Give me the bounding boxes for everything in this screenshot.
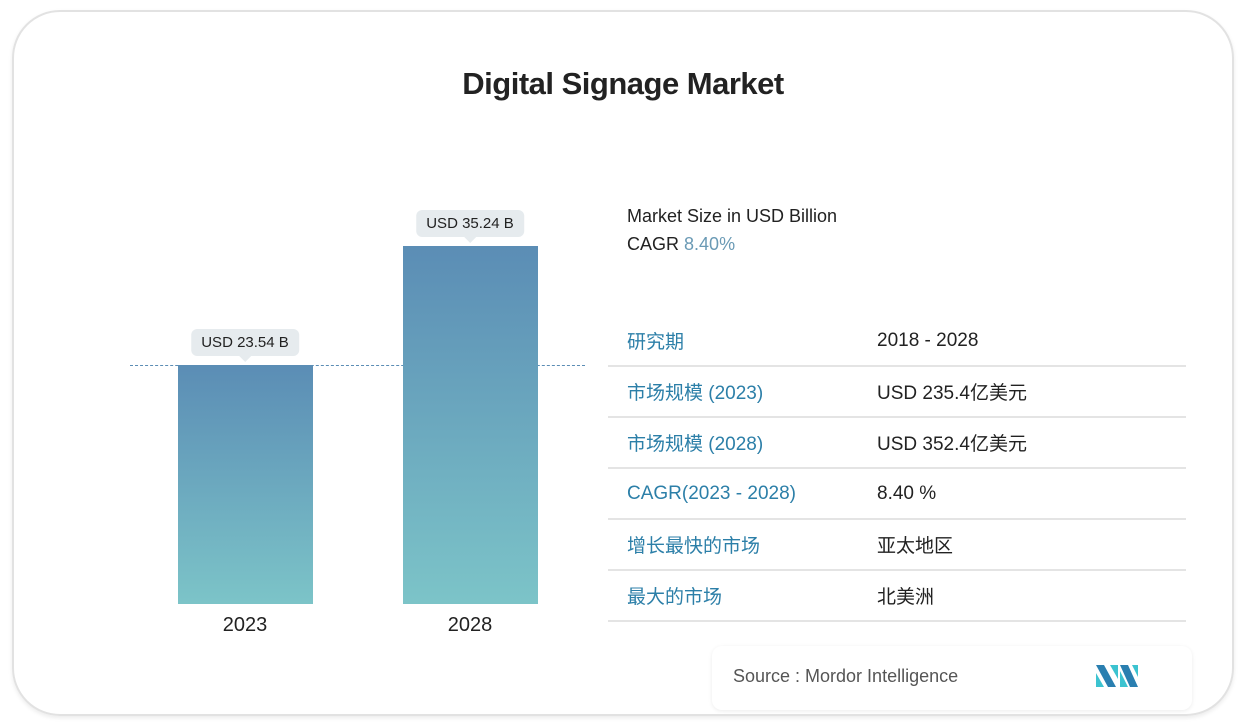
row-key: 增长最快的市场 <box>627 536 761 557</box>
market-table: 研究期 2018 - 2028 市场规模 (2023) USD 235.4亿美元 市… <box>608 316 1186 622</box>
row-value: 2018 - 2028 <box>877 329 979 351</box>
data-label: USD 35.24 B <box>416 210 524 243</box>
x-tick-label: 2028 <box>447 614 493 636</box>
chart-title: Digital Signage Market <box>462 66 784 101</box>
row-key: 最大的市场 <box>627 587 723 608</box>
cagr-label: CAGR <box>627 234 680 254</box>
row-value: 北美洲 <box>877 587 935 608</box>
bar-2023 <box>178 364 313 604</box>
table-row: 市场规模 (2023) USD 235.4亿美元 <box>608 367 1186 418</box>
row-key: 市场规模 (2028) <box>627 434 764 455</box>
mordor-logo-icon <box>1096 665 1138 687</box>
source-text: Source : Mordor Intelligence <box>733 666 959 686</box>
row-key: 市场规模 (2023) <box>627 383 764 404</box>
table-row: 增长最快的市场 亚太地区 <box>608 520 1186 571</box>
table-row: 市场规模 (2028) USD 352.4亿美元 <box>608 418 1186 469</box>
data-label: USD 23.54 B <box>191 328 299 362</box>
row-key: CAGR(2023 - 2028) <box>627 482 796 504</box>
row-value: USD 352.4亿美元 <box>877 434 1027 455</box>
cagr-value: 8.40% <box>684 234 736 254</box>
row-value: 8.40 % <box>877 482 937 504</box>
source-box: Source : Mordor Intelligence <box>712 646 1192 710</box>
x-tick-label: 2023 <box>222 614 268 636</box>
reference-dashed-line <box>130 364 585 366</box>
row-value: 亚太地区 <box>877 536 954 557</box>
row-value: USD 235.4亿美元 <box>877 383 1027 404</box>
table-row: 最大的市场 北美洲 <box>608 571 1186 622</box>
table-row: CAGR(2023 - 2028) 8.40 % <box>608 469 1186 520</box>
row-key: 研究期 <box>627 332 685 353</box>
info-block: Market Size in USD Billion CAGR 8.40% <box>627 202 837 258</box>
market-size-label: Market Size in USD Billion <box>627 206 838 226</box>
bar-2028 <box>403 246 538 604</box>
card-frame <box>12 10 1234 716</box>
table-row: 研究期 2018 - 2028 <box>608 316 1186 367</box>
